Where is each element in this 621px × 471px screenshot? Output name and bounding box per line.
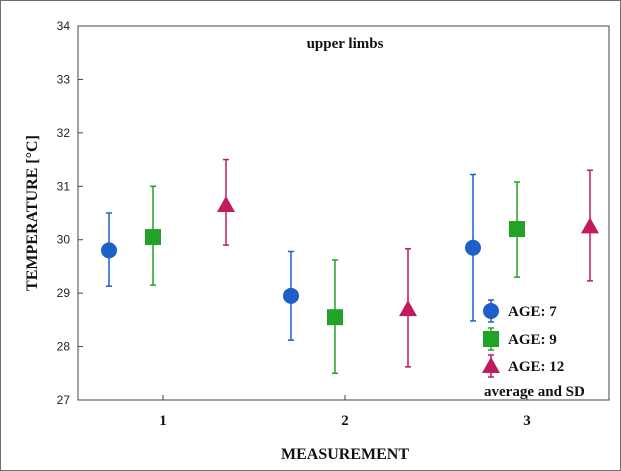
data-point [283,287,299,304]
legend-marker [483,331,499,347]
y-tick-label: 31 [57,179,71,193]
data-point [509,221,525,238]
legend-label: AGE: 9 [508,332,557,348]
data-point [399,300,417,317]
data-point [101,242,117,259]
x-tick-label: 2 [341,413,349,429]
x-tick-label: 3 [523,413,531,429]
y-tick-label: 33 [57,72,71,86]
y-tick-label: 27 [57,393,71,407]
legend-item: AGE: 7 [483,299,557,323]
series-age-9 [145,181,525,375]
x-tick-label: 1 [159,413,167,429]
data-marks [101,158,599,375]
legend-marker [483,303,499,319]
y-tick-label: 34 [57,19,71,33]
legend-marker [482,357,500,373]
legend: AGE: 7 AGE: 9 AGE: 12 [482,299,564,378]
data-point [465,239,481,256]
legend-label: AGE: 7 [508,304,557,320]
data-point [581,217,599,234]
series-age-12 [217,158,599,368]
data-point [145,229,161,246]
legend-item: AGE: 9 [483,327,557,351]
chart-title: upper limbs [307,36,384,52]
x-axis: 1 2 3 [159,395,531,429]
y-tick-label: 30 [57,233,71,247]
x-axis-title: MEASUREMENT [281,446,409,463]
y-tick-label: 32 [57,126,71,140]
legend-note: average and SD [484,384,585,400]
series-age-7 [101,173,481,341]
data-point [217,195,235,212]
legend-item: AGE: 12 [482,354,564,378]
legend-label: AGE: 12 [508,359,564,375]
y-axis-title: TEMPERATURE [°C] [24,135,41,291]
y-tick-label: 29 [57,286,71,300]
data-point [327,309,343,326]
y-axis: 27 28 29 30 31 32 33 34 [57,19,83,407]
y-tick-label: 28 [57,340,71,354]
plot-area [77,25,610,401]
